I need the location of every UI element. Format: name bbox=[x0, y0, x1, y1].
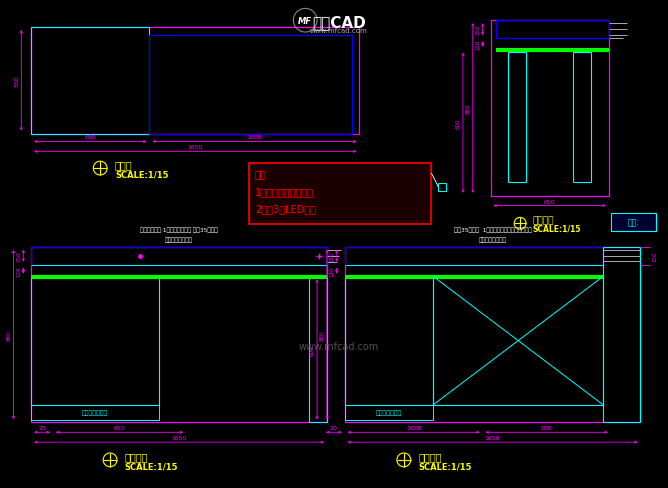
Text: 注：: 注： bbox=[255, 169, 267, 179]
Text: 600: 600 bbox=[456, 118, 461, 129]
Text: 1所有玻璃均用超白坡: 1所有玻璃均用超白坡 bbox=[255, 186, 314, 196]
Text: 650: 650 bbox=[541, 426, 552, 430]
Bar bbox=[345, 277, 434, 405]
Bar bbox=[345, 405, 434, 421]
Text: SCALE:1/15: SCALE:1/15 bbox=[533, 224, 581, 233]
Bar bbox=[603, 247, 641, 423]
Bar bbox=[438, 183, 446, 191]
Text: （转角处均剖槽）: （转角处均剖槽） bbox=[165, 237, 193, 243]
Text: 150: 150 bbox=[330, 251, 335, 262]
Text: www.mfcad.com: www.mfcad.com bbox=[299, 341, 379, 351]
Text: 内立面图: 内立面图 bbox=[419, 451, 442, 461]
Bar bbox=[490, 21, 609, 196]
Text: 镜面不锈锂踢脚: 镜面不锈锂踢脚 bbox=[82, 410, 108, 415]
Bar bbox=[31, 28, 150, 134]
Bar bbox=[345, 247, 603, 265]
Text: MF: MF bbox=[298, 17, 313, 26]
Bar bbox=[31, 247, 327, 265]
Text: 25: 25 bbox=[38, 426, 46, 430]
Text: 镜面不锈锂踢脚: 镜面不锈锂踢脚 bbox=[376, 410, 402, 415]
Text: 侧立面图: 侧立面图 bbox=[533, 215, 554, 224]
Text: 白色亮光烤漆·1公分不锈锂剖槽 永昂35号绲布: 白色亮光烤漆·1公分不锈锂剖槽 永昂35号绲布 bbox=[140, 227, 218, 232]
Bar bbox=[31, 247, 327, 423]
Bar bbox=[345, 247, 641, 423]
Text: 150: 150 bbox=[16, 251, 21, 262]
Text: 命令:: 命令: bbox=[628, 218, 639, 227]
Text: 150: 150 bbox=[652, 251, 657, 262]
Text: 880: 880 bbox=[466, 103, 471, 114]
Text: 20: 20 bbox=[330, 426, 338, 430]
Bar bbox=[496, 21, 609, 39]
Text: 650: 650 bbox=[85, 135, 96, 140]
Text: （转角处均剖槽）: （转角处均剖槽） bbox=[478, 237, 506, 243]
Text: 130: 130 bbox=[16, 266, 21, 276]
Text: 550: 550 bbox=[14, 75, 19, 87]
Text: 650: 650 bbox=[544, 199, 556, 204]
Text: 外立面图: 外立面图 bbox=[125, 451, 148, 461]
Text: 1650: 1650 bbox=[485, 435, 500, 440]
Text: 1650: 1650 bbox=[171, 435, 187, 440]
Text: 130: 130 bbox=[476, 40, 481, 50]
Text: 600: 600 bbox=[310, 345, 315, 355]
Text: 130: 130 bbox=[330, 266, 335, 276]
Text: 1650: 1650 bbox=[188, 145, 203, 150]
Text: 1000: 1000 bbox=[406, 426, 422, 430]
Text: 沐风CAD: 沐风CAD bbox=[312, 15, 365, 30]
Text: SCALE:1/15: SCALE:1/15 bbox=[419, 461, 472, 470]
Text: 650: 650 bbox=[114, 426, 125, 430]
Bar bbox=[150, 36, 351, 134]
Text: 1000: 1000 bbox=[246, 135, 263, 140]
Bar bbox=[31, 405, 160, 421]
Bar bbox=[31, 277, 160, 405]
Bar bbox=[249, 164, 432, 225]
Text: 600: 600 bbox=[0, 345, 1, 355]
Text: 2预留3面LED灯槽: 2预留3面LED灯槽 bbox=[255, 204, 316, 214]
Bar bbox=[31, 28, 359, 134]
Text: 平面图: 平面图 bbox=[115, 160, 132, 170]
Text: 880: 880 bbox=[7, 330, 11, 340]
Text: SCALE:1/15: SCALE:1/15 bbox=[125, 461, 178, 470]
Text: SCALE:1/15: SCALE:1/15 bbox=[115, 170, 168, 179]
Bar bbox=[611, 214, 656, 232]
Text: 880: 880 bbox=[320, 330, 325, 340]
Text: www.mfcad.com: www.mfcad.com bbox=[310, 28, 367, 34]
Bar bbox=[434, 277, 603, 405]
Text: 永昂35号绲布  1公分不锈锂剖槽白色亮光烤漆: 永昂35号绲布 1公分不锈锂剖槽白色亮光烤漆 bbox=[454, 227, 532, 232]
Bar bbox=[309, 277, 327, 423]
Text: 150: 150 bbox=[476, 25, 481, 35]
